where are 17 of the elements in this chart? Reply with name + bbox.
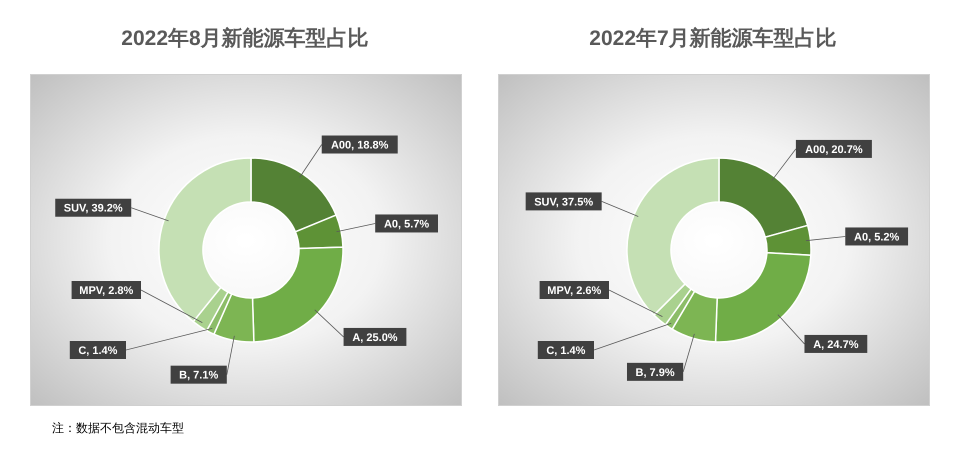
slice-label: A, 24.7%: [813, 338, 859, 351]
slice-label: B, 7.1%: [179, 370, 218, 382]
slice-label: A, 25.0%: [352, 332, 398, 344]
slice-label: SUV, 39.2%: [64, 202, 123, 215]
text: 注：数据不包含混动车型: [52, 420, 185, 437]
slice-label: C, 1.4%: [546, 345, 586, 357]
chart-title: 2022年7月新能源车型占比: [588, 26, 838, 52]
slice-label: A00, 20.7%: [805, 144, 863, 156]
chart-title: 2022年8月新能源车型占比: [120, 26, 370, 52]
slice-label: MPV, 2.8%: [79, 285, 134, 297]
slice-label: A0, 5.2%: [854, 231, 900, 244]
slice-label: A00, 18.8%: [330, 140, 389, 152]
slice-label: MPV, 2.6%: [547, 285, 602, 297]
slice-label: B, 7.9%: [636, 366, 675, 379]
slice-label: C, 1.4%: [78, 345, 118, 357]
slice-label: SUV, 37.5%: [534, 196, 594, 208]
slice-label: A0, 5.7%: [384, 218, 430, 230]
